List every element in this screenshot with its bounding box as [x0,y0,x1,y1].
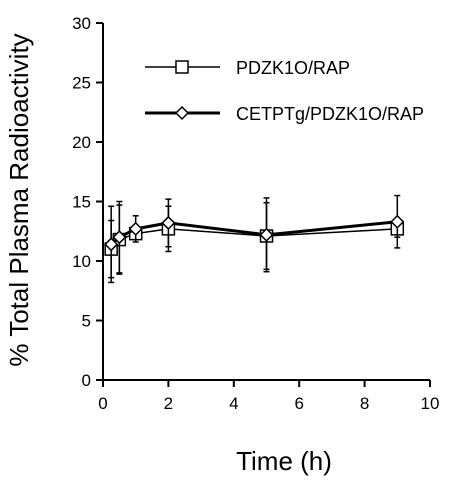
y-tick-label: 15 [72,193,91,212]
x-tick-label: 0 [98,394,107,413]
diamond-marker [174,105,190,121]
y-tick-label: 30 [72,14,91,33]
x-tick-label: 6 [294,394,303,413]
square-marker [175,60,189,74]
y-tick-label: 25 [72,74,91,93]
x-axis-title: Time (h) [236,446,332,476]
diamond-marker [112,230,127,245]
y-tick-label: 0 [82,371,91,390]
y-tick-label: 10 [72,252,91,271]
series-layer [104,194,405,284]
series-1 [104,201,405,279]
ticks: 0 5 10 15 20 25 30 0 2 4 6 8 10 [72,14,439,413]
legend-item: PDZK1O/RAP [145,58,350,78]
x-tick-label: 2 [164,394,173,413]
x-tick-label: 4 [229,394,238,413]
x-tick-label: 10 [421,394,440,413]
y-axis-title: % Total Plasma Radioactivity [4,33,34,366]
diamond-marker [104,237,119,252]
legend-label: PDZK1O/RAP [236,58,350,78]
diamond-marker [259,227,274,242]
series-line [110,220,398,246]
legend: PDZK1O/RAP CETPTg/PDZK1O/RAP [145,58,424,124]
diamond-marker [161,215,176,230]
diamond-marker [128,221,143,236]
legend-label: CETPTg/PDZK1O/RAP [236,104,424,124]
x-tick-label: 8 [360,394,369,413]
legend-item: CETPTg/PDZK1O/RAP [145,104,424,124]
y-tick-label: 20 [72,133,91,152]
y-tick-label: 5 [82,312,91,331]
series-2 [104,194,405,284]
diamond-marker [390,214,405,229]
